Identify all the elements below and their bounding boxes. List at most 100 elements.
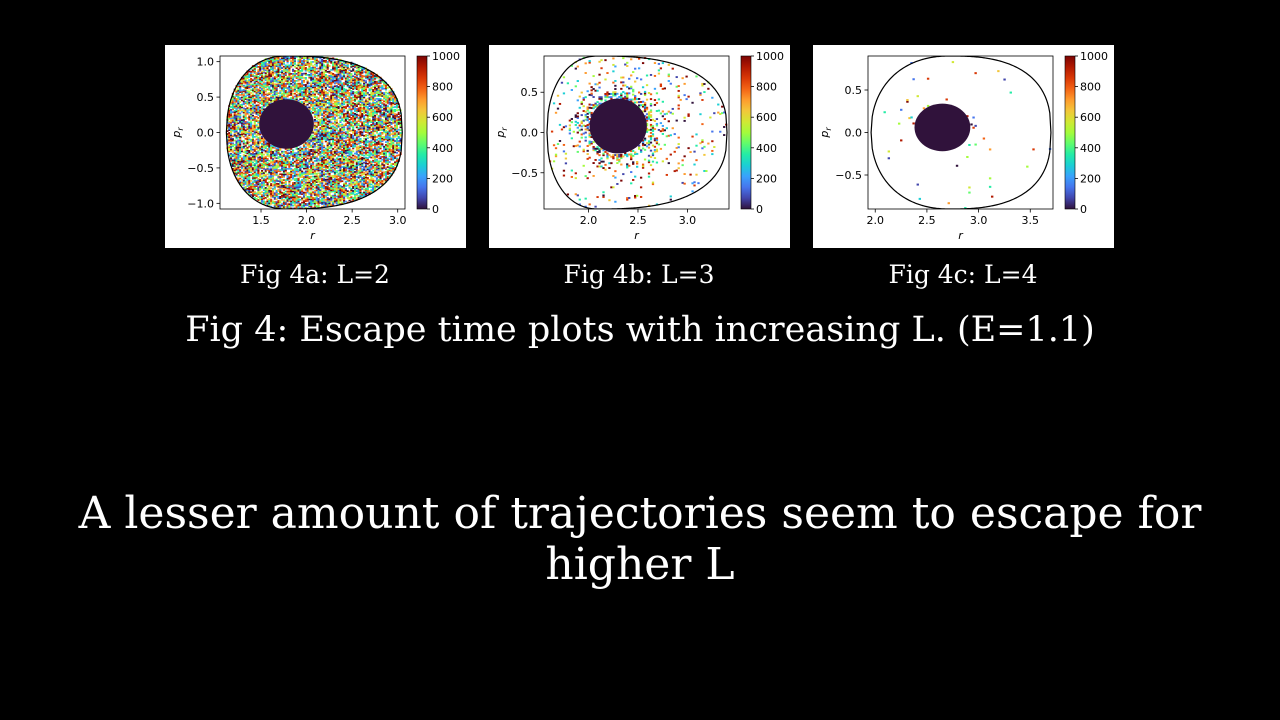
escape-cell <box>281 207 284 209</box>
escape-cell <box>264 89 267 92</box>
escape-cell <box>290 201 293 204</box>
escape-cell <box>310 201 313 204</box>
escape-cell <box>326 167 329 170</box>
escape-cell <box>352 147 355 150</box>
escape-cell <box>341 76 344 79</box>
escape-cell <box>282 56 285 58</box>
escape-cell <box>292 64 295 67</box>
escape-cell <box>266 183 269 186</box>
escape-cell <box>333 101 337 103</box>
escape-cell <box>359 149 362 151</box>
escape-cell <box>228 125 231 127</box>
escape-cell <box>286 95 289 98</box>
escape-cell <box>237 101 240 103</box>
escape-cell <box>339 65 342 68</box>
escape-cell <box>353 175 357 178</box>
escape-cell <box>337 183 340 186</box>
escape-cell <box>237 140 240 143</box>
escape-cell <box>313 120 316 123</box>
escape-cell <box>313 76 316 79</box>
escape-cell <box>259 99 262 102</box>
escape-cell <box>277 156 280 158</box>
escape-cell <box>228 140 231 143</box>
escape-cell <box>246 187 249 190</box>
escape-cell <box>346 197 349 200</box>
escape-cell <box>270 78 273 81</box>
escape-cell <box>321 142 324 145</box>
escape-cell <box>264 66 267 69</box>
escape-cell <box>237 128 240 130</box>
escape-cell <box>233 125 236 128</box>
escape-cell <box>348 99 351 101</box>
escape-cell <box>273 89 276 91</box>
escape-cell <box>277 66 280 69</box>
escape-cell <box>343 106 346 108</box>
escape-cell <box>271 60 275 63</box>
escape-cell <box>350 153 353 156</box>
escape-cell <box>295 70 298 72</box>
escape-cell <box>339 104 342 106</box>
escape-cell <box>346 62 349 65</box>
escape-cell <box>313 83 316 86</box>
escape-cell <box>312 175 315 178</box>
escape-cell <box>246 111 249 114</box>
escape-cell <box>302 72 306 75</box>
escape-cell <box>246 161 249 163</box>
escape-cell <box>244 113 247 116</box>
escape-cell <box>348 147 351 150</box>
escape-cell <box>315 130 318 132</box>
escape-cell <box>237 84 240 86</box>
escape-cell <box>233 98 236 101</box>
escape-cell <box>284 173 287 176</box>
escape-cell <box>266 92 269 95</box>
escape-cell <box>264 72 267 75</box>
escape-cell <box>248 111 251 114</box>
escape-cell <box>253 150 256 152</box>
escape-cell <box>322 132 326 135</box>
escape-cell <box>259 133 262 136</box>
escape-cell <box>273 59 276 61</box>
escape-cell <box>317 80 320 83</box>
escape-cell <box>353 179 357 182</box>
escape-cell <box>255 147 258 149</box>
escape-cell <box>313 66 316 69</box>
escape-cell <box>319 108 322 111</box>
escape-cell <box>230 111 233 114</box>
escape-cell <box>253 104 256 107</box>
escape-cell <box>299 190 302 193</box>
escape-cell <box>313 94 316 97</box>
escape-cell <box>359 195 362 198</box>
escape-cell <box>335 124 338 127</box>
escape-cell <box>240 133 244 136</box>
escape-cell <box>341 98 344 100</box>
escape-cell <box>335 90 338 93</box>
escape-cell <box>244 120 247 123</box>
escape-cell <box>239 122 242 125</box>
escape-cell <box>341 89 344 92</box>
escape-cell <box>262 145 265 147</box>
escape-cell <box>335 68 338 70</box>
escape-cell <box>328 181 331 183</box>
escape-cell <box>346 92 349 95</box>
escape-cell <box>299 159 302 162</box>
escape-cell <box>317 162 320 165</box>
escape-cell <box>353 186 357 189</box>
escape-cell <box>233 105 236 108</box>
escape-cell <box>264 86 267 89</box>
escape-cell <box>270 62 273 65</box>
escape-cell <box>353 185 357 187</box>
escape-cell <box>321 187 324 190</box>
escape-cell <box>344 124 347 126</box>
escape-cell <box>248 116 251 118</box>
escape-cell <box>279 84 282 86</box>
escape-cell <box>324 160 327 163</box>
escape-cell <box>341 69 344 72</box>
escape-cell <box>339 88 342 91</box>
escape-cell <box>244 154 247 157</box>
escape-cell <box>313 114 316 117</box>
escape-cell <box>282 89 285 92</box>
escape-cell <box>317 128 320 131</box>
escape-cell <box>337 191 340 193</box>
escape-cell <box>259 171 262 174</box>
escape-cell <box>259 74 262 76</box>
